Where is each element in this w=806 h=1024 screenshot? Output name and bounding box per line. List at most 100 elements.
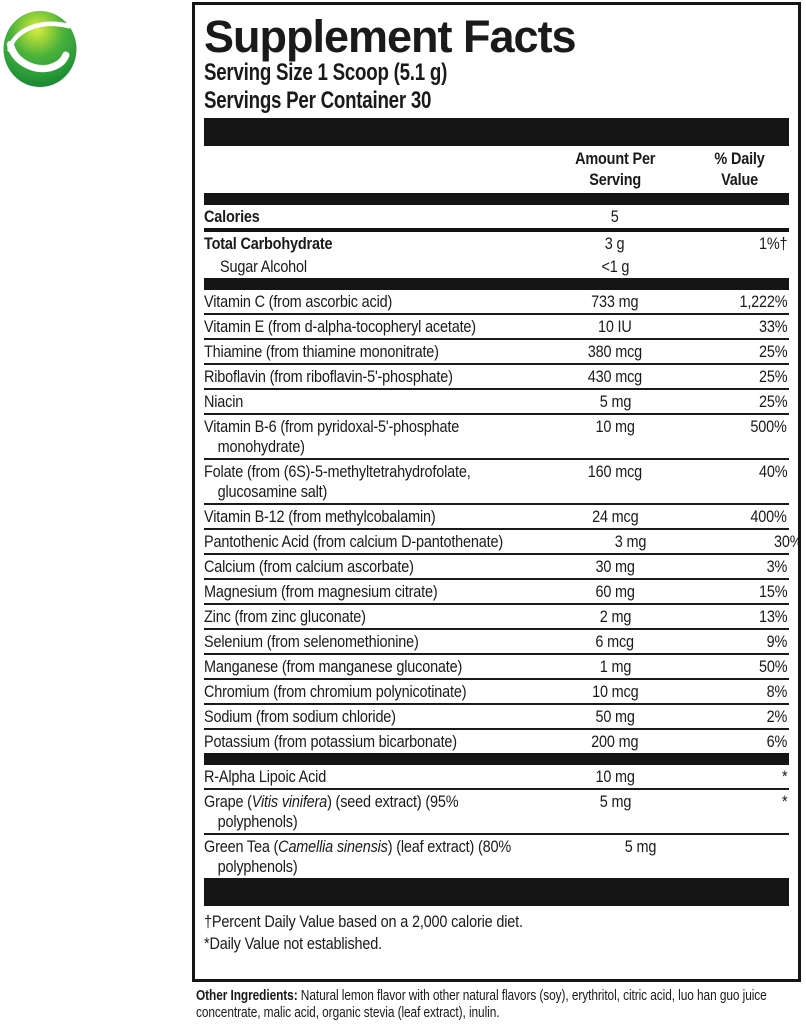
supplement-facts-panel: Supplement Facts Serving Size 1 Scoop (5…: [192, 2, 801, 982]
nutrient-amount: 50 mg: [595, 706, 635, 726]
nutrient-amount: 60 mg: [595, 581, 635, 601]
nutrient-daily-value: 8%: [766, 681, 787, 701]
nutrient-daily-value: 50%: [758, 656, 788, 676]
swoosh-thick: [6, 40, 70, 73]
column-header-row: Amount Per Serving % Daily Value: [204, 146, 789, 193]
nutrient-row: Sodium (from sodium chloride) 50 mg 2%: [204, 705, 789, 728]
nutrient-name: Manganese (from manganese gluconate): [204, 656, 463, 676]
row-divider: [204, 503, 789, 505]
other-ingredients-lead: Other Ingredients:: [196, 988, 298, 1004]
nutrient-amount: 3 mg: [615, 531, 647, 551]
nutrient-daily-value: 40%: [758, 461, 788, 481]
daily-value-header: % Daily Value: [714, 149, 765, 189]
amount-per-serving-header: Amount Per Serving: [574, 149, 656, 189]
divider-bar-thick-top: [204, 118, 789, 146]
row-divider: [204, 703, 789, 705]
nutrient-name: Sodium (from sodium chloride): [204, 706, 396, 726]
nutrient-row: Vitamin C (from ascorbic acid) 733 mg 1,22…: [204, 290, 789, 313]
nutrient-amount: 200 mg: [591, 731, 639, 751]
nutrient-daily-value: 400%: [750, 506, 787, 526]
row-divider: [204, 578, 789, 580]
brand-logo: [2, 9, 78, 89]
nutrient-row: Selenium (from selenomethionine) 6 mcg 9%: [204, 630, 789, 653]
row-divider: [204, 788, 789, 790]
row-divider: [204, 528, 789, 530]
nutrient-daily-value: *: [715, 837, 798, 857]
nutrient-name: Zinc (from zinc gluconate): [204, 606, 366, 626]
serving-size-line: Serving Size 1 Scoop (5.1 g): [204, 59, 448, 86]
other-ingredients-line1: Natural lemon flavor with other natural …: [297, 988, 767, 1004]
row-divider: [204, 653, 789, 655]
nutrient-row: Grape (Vitis vinifera) (seed extract) (9…: [204, 790, 789, 833]
nutrient-daily-value: 1%†: [758, 233, 788, 253]
nutrient-daily-value: 9%: [766, 631, 787, 651]
nutrient-name: Thiamine (from thiamine mononitrate): [204, 341, 439, 361]
nutrient-amount: 430 mcg: [587, 366, 643, 386]
nutrient-row: Total Carbohydrate 3 g 1%†: [204, 232, 789, 255]
nutrient-daily-value: 25%: [758, 391, 788, 411]
nutrient-row: Pantothenic Acid (from calcium D-pantoth…: [204, 530, 798, 553]
nutrient-row: Sugar Alcohol <1 g: [204, 255, 789, 278]
nutrient-daily-value: 30%: [774, 531, 801, 551]
nutrient-amount: 10 mcg: [591, 681, 639, 701]
nutrient-row: Riboflavin (from riboflavin-5'-phosphate…: [204, 365, 789, 388]
nutrient-name: Calories: [204, 206, 260, 226]
nutrient-name: Vitamin C (from ascorbic acid): [204, 291, 393, 311]
nutrient-amount: 380 mcg: [587, 341, 643, 361]
nutrient-daily-value: 500%: [750, 416, 787, 436]
row-divider: [204, 338, 789, 340]
row-divider-medium: [204, 228, 789, 232]
nutrient-daily-value: 3%: [766, 556, 787, 576]
servings-per-container-line: Servings Per Container 30: [204, 87, 432, 114]
nutrient-row: Zinc (from zinc gluconate) 2 mg 13%: [204, 605, 789, 628]
nutrient-amount: 2 mg: [599, 606, 631, 626]
nutrient-daily-value: 13%: [758, 606, 788, 626]
nutrient-amount: 10 mg: [595, 416, 635, 436]
nutrient-amount: 10 IU: [598, 316, 632, 336]
nutrient-daily-value: 25%: [758, 366, 788, 386]
spacer: [204, 148, 540, 190]
row-divider: [204, 628, 789, 630]
nutrient-amount: 3 g: [605, 233, 625, 253]
nutrient-row: Chromium (from chromium polynicotinate) 1…: [204, 680, 789, 703]
row-divider: [204, 603, 789, 605]
nutrient-name: Vitamin E (from d-alpha-tocopheryl aceta…: [204, 316, 476, 336]
nutrient-amount: 733 mg: [591, 291, 639, 311]
nutrient-name: R-Alpha Lipoic Acid: [204, 766, 327, 786]
row-divider: [204, 728, 789, 730]
nutrient-amount: 30 mg: [595, 556, 635, 576]
footnote-daily-value: †Percent Daily Value based on a 2,000 ca…: [204, 912, 523, 931]
nutrient-row: Vitamin B-6 (from pyridoxal-5'-phosphate…: [204, 415, 789, 458]
row-divider: [204, 388, 789, 390]
nutrient-daily-value: 15%: [758, 581, 788, 601]
nutrient-daily-value: *: [781, 791, 788, 811]
nutrient-name: Calcium (from calcium ascorbate): [204, 556, 414, 576]
nutrient-name: Total Carbohydrate: [204, 233, 333, 253]
nutrient-daily-value: *: [781, 766, 788, 786]
divider-bar-medium: [204, 278, 789, 290]
nutrient-row: Calories 5: [204, 205, 789, 228]
nutrient-amount: 1 mg: [599, 656, 631, 676]
facts-title: Supplement Facts: [204, 11, 577, 62]
footnote-not-established: *Daily Value not established.: [204, 934, 382, 953]
facts-rows: Calories 5 Total Carbohydrate 3 g 1%† Sugar A…: [204, 205, 798, 878]
row-divider: [204, 833, 789, 835]
nutrient-name: Chromium (from chromium polynicotinate): [204, 681, 467, 701]
row-divider: [204, 313, 789, 315]
green-sphere-icon: [3, 11, 77, 87]
divider-bar-medium-header: [204, 193, 789, 205]
row-divider: [204, 413, 789, 415]
nutrient-name: Folate (from (6S)-5-methyltetrahydrofola…: [204, 461, 471, 501]
nutrient-row: Vitamin E (from d-alpha-tocopheryl aceta…: [204, 315, 789, 338]
row-divider: [204, 678, 789, 680]
nutrient-row: Thiamine (from thiamine mononitrate) 380 …: [204, 340, 789, 363]
nutrient-name: Vitamin B-6 (from pyridoxal-5'-phosphate…: [204, 416, 460, 456]
nutrient-name: Vitamin B-12 (from methylcobalamin): [204, 506, 436, 526]
nutrient-daily-value: 33%: [758, 316, 788, 336]
nutrient-amount: 160 mcg: [587, 461, 643, 481]
nutrient-amount: 5 mg: [599, 791, 631, 811]
nutrient-row: R-Alpha Lipoic Acid 10 mg *: [204, 765, 789, 788]
nutrient-name: Grape (Vitis vinifera) (seed extract) (9…: [204, 791, 459, 831]
nutrient-amount: 10 mg: [595, 766, 635, 786]
nutrient-row: Folate (from (6S)-5-methyltetrahydrofola…: [204, 460, 789, 503]
